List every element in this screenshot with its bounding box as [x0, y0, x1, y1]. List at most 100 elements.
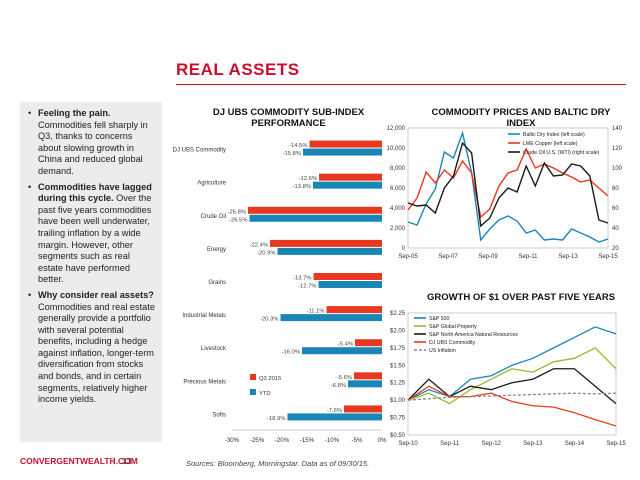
legend-label: S&P North America Natural Resources: [429, 332, 518, 338]
bar-q3: [309, 140, 382, 148]
footer-separator: |: [112, 455, 115, 465]
bar-q3: [248, 206, 382, 214]
left-y-tick-label: 8,000: [390, 166, 406, 172]
y-tick-label: $2.25: [390, 311, 406, 317]
x-tick-label: Sep-10: [398, 441, 418, 447]
legend-label: US Inflation: [429, 348, 456, 354]
legend-swatch: [250, 389, 256, 395]
bullet-heading: Why consider real assets?: [38, 289, 154, 300]
footer-brand: CONVERGENTWEALTH.COM: [20, 456, 138, 466]
bar-value-label: -18.9%: [267, 416, 285, 422]
right-y-tick-label: 140: [612, 126, 623, 132]
x-tick-label: -30%: [225, 437, 240, 444]
bullet-heading: Commodities have lagged during this cycl…: [38, 181, 152, 204]
x-tick-label: Sep-15: [598, 254, 618, 260]
title-divider: [176, 84, 626, 85]
y-tick-label: $1.50: [390, 363, 406, 369]
bar-value-label: -13.8%: [293, 184, 311, 190]
y-tick-label: $1.75: [390, 346, 406, 352]
series-line: [407, 347, 617, 405]
plot-frame: [407, 312, 617, 436]
y-tick-label: $2.00: [390, 328, 406, 334]
sidebar-bullet-list: Feeling the pain. Commodities fell sharp…: [20, 102, 162, 406]
bar-q3: [344, 405, 382, 413]
bar-q3: [319, 173, 382, 181]
bar-ytd: [348, 380, 382, 388]
sidebar-bullet: Feeling the pain. Commodities fell sharp…: [28, 108, 156, 178]
legend-label: S&P Global Property: [429, 324, 477, 330]
x-tick-label: Sep-13: [523, 441, 543, 447]
plot-frame: [407, 127, 609, 249]
legend-label: DJ UBS Commodity: [429, 340, 476, 346]
bullet-heading: Feeling the pain.: [38, 108, 111, 118]
bar-value-label: -13.7%: [293, 276, 311, 282]
bullet-body: Commodities and real estate generally pr…: [38, 301, 155, 405]
category-label: DJ UBS Commodity: [173, 148, 226, 154]
series-line: [407, 368, 617, 405]
x-tick-label: -10%: [325, 437, 340, 444]
x-tick-label: Sep-12: [482, 441, 502, 447]
left-y-tick-label: 10,000: [387, 146, 406, 152]
commodity-line-chart: 0 2,000 4,000 6,000 8,000 10,000 12,000 20 40 60 8…: [387, 126, 623, 260]
bar-value-label: -12.7%: [298, 284, 316, 290]
series-line: [407, 326, 617, 401]
sidebar-panel: Feeling the pain. Commodities fell sharp…: [20, 102, 162, 442]
left-y-tick-label: 6,000: [390, 186, 406, 192]
y-tick-label: $0.75: [390, 416, 406, 422]
left-y-tick-label: 2,000: [390, 226, 406, 232]
category-label: Energy: [207, 247, 226, 253]
bar-value-label: -20.3%: [260, 317, 278, 323]
legend-swatch: [250, 374, 256, 380]
x-tick-label: Sep-11: [519, 254, 539, 260]
bar-ytd: [313, 181, 382, 189]
legend-label: Q3 2015: [259, 376, 281, 382]
bullet-body: Over the past five years commodities hav…: [38, 193, 152, 285]
right-y-tick-label: 80: [612, 186, 619, 192]
x-tick-label: Sep-15: [606, 441, 626, 447]
category-label: Crude Oil: [201, 214, 226, 220]
x-tick-label: 0%: [378, 437, 387, 444]
bar-ytd: [277, 247, 382, 255]
x-tick-label: Sep-05: [398, 254, 418, 260]
page-title: REAL ASSETS: [176, 60, 300, 79]
bar-q3: [354, 372, 382, 380]
bar-value-label: -26.8%: [228, 209, 246, 215]
bar-value-label: -6.8%: [331, 383, 346, 389]
bar-ytd: [302, 347, 382, 355]
sidebar-bullet: Commodities have lagged during this cycl…: [28, 182, 156, 286]
bar-value-label: -15.8%: [283, 151, 301, 157]
right-y-tick-label: 100: [612, 166, 623, 172]
legend-label: LME Copper (left scale): [523, 141, 578, 147]
subindex-bar-chart: DJ UBS Commodity -14.5% -15.8% Agriculture -…: [173, 140, 387, 444]
x-tick-label: Sep-11: [440, 441, 460, 447]
bar-value-label: -11.1%: [307, 309, 325, 315]
right-y-tick-label: 40: [612, 226, 619, 232]
right-y-tick-label: 60: [612, 206, 619, 212]
legend-label: YTD: [259, 391, 271, 397]
left-y-tick-label: 0: [402, 246, 406, 252]
x-tick-label: Sep-07: [438, 254, 458, 260]
series-line: [407, 141, 609, 228]
left-y-tick-label: 12,000: [387, 126, 406, 132]
bar-value-label: -26.5%: [229, 217, 247, 223]
x-tick-label: Sep-09: [478, 254, 498, 260]
y-tick-label: $1.25: [390, 381, 406, 387]
x-tick-label: Sep-13: [558, 254, 578, 260]
category-label: Livestock: [201, 346, 227, 352]
category-label: Softs: [212, 412, 226, 418]
category-label: Precious Metals: [183, 379, 226, 385]
bullet-body: Commodities fell sharply in Q3, thanks t…: [38, 119, 148, 176]
x-tick-label: -25%: [250, 437, 265, 444]
bar-q3: [355, 339, 382, 347]
bar-q3: [326, 306, 382, 314]
series-line: [407, 147, 609, 219]
x-tick-label: -20%: [275, 437, 290, 444]
subindex-chart-title: DJ UBS COMMODITY SUB-INDEX PERFORMANCE: [212, 107, 365, 129]
bar-ytd: [280, 314, 382, 322]
series-line: [407, 130, 609, 243]
x-tick-label: -15%: [300, 437, 315, 444]
series-line: [407, 385, 617, 427]
bar-value-label: -20.9%: [257, 250, 275, 256]
category-label: Agriculture: [197, 181, 226, 187]
x-tick-label: -5%: [351, 437, 363, 444]
